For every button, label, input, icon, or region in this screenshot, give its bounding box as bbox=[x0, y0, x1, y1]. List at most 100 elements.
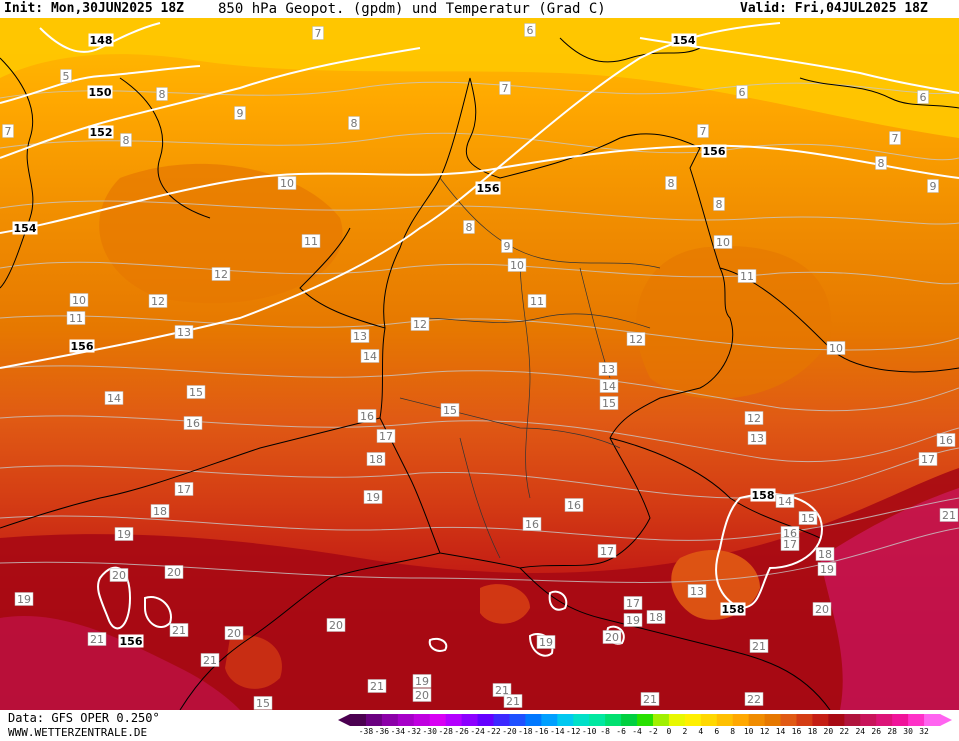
temperature-label: 21 bbox=[200, 653, 220, 667]
temperature-label: 17 bbox=[780, 537, 800, 551]
legend-tick-label: -18 bbox=[518, 727, 533, 736]
temperature-label: 8 bbox=[348, 116, 360, 130]
temperature-label: 21 bbox=[939, 508, 959, 522]
legend-swatch bbox=[684, 714, 702, 726]
temperature-label-text: 11 bbox=[69, 312, 83, 325]
temperature-label: 14 bbox=[104, 391, 124, 405]
temperature-label-text: 8 bbox=[466, 221, 473, 234]
legend-swatch bbox=[892, 714, 909, 726]
temperature-label-text: 15 bbox=[801, 512, 815, 525]
legend-tick-label: 4 bbox=[698, 727, 704, 736]
temperature-label: 6 bbox=[524, 23, 536, 37]
geopotential-label-text: 154 bbox=[673, 34, 696, 47]
valid-time: Valid: Fri,04JUL2025 18Z bbox=[740, 1, 928, 16]
temperature-label: 20 bbox=[224, 626, 244, 640]
temperature-label-text: 19 bbox=[366, 491, 380, 504]
temperature-label: 19 bbox=[623, 613, 643, 627]
temperature-label-text: 8 bbox=[123, 134, 130, 147]
legend-swatch bbox=[844, 714, 861, 726]
temperature-label: 13 bbox=[174, 325, 194, 339]
legend-swatch bbox=[924, 714, 941, 726]
geopotential-label: 158 bbox=[720, 602, 746, 616]
legend-tick-label: -10 bbox=[581, 727, 597, 736]
temperature-label-text: 7 bbox=[700, 125, 707, 138]
temperature-label: 8 bbox=[120, 133, 132, 147]
legend-swatch bbox=[796, 714, 813, 726]
temperature-label-text: 9 bbox=[930, 180, 937, 193]
temperature-label: 10 bbox=[826, 341, 846, 355]
init-time: Init: Mon,30JUN2025 18Z bbox=[4, 1, 185, 16]
temperature-label: 8 bbox=[713, 197, 725, 211]
legend-tick-label: -22 bbox=[486, 727, 501, 736]
temperature-label: 10 bbox=[507, 258, 527, 272]
temperature-label: 10 bbox=[277, 176, 297, 190]
geopotential-label-text: 150 bbox=[89, 86, 112, 99]
temperature-label: 8 bbox=[463, 220, 475, 234]
temperature-label: 7 bbox=[889, 131, 901, 145]
geopotential-label-text: 156 bbox=[120, 635, 143, 648]
temperature-label-text: 11 bbox=[530, 295, 544, 308]
temperature-label-text: 12 bbox=[413, 318, 427, 331]
legend-swatch bbox=[748, 714, 766, 726]
temperature-label: 5 bbox=[60, 69, 72, 83]
legend-tick-label: -24 bbox=[470, 727, 485, 736]
temperature-label: 17 bbox=[597, 544, 617, 558]
temperature-label: 14 bbox=[599, 379, 619, 393]
legend-swatch bbox=[350, 714, 367, 726]
temperature-label-text: 16 bbox=[783, 527, 797, 540]
temperature-label: 8 bbox=[156, 87, 168, 101]
temperature-label-text: 17 bbox=[626, 597, 640, 610]
legend-swatch bbox=[493, 714, 510, 726]
legend-tick-label: -38 bbox=[358, 727, 374, 736]
temperature-label: 17 bbox=[918, 452, 938, 466]
temperature-label: 18 bbox=[366, 452, 386, 466]
legend-tick-label: 20 bbox=[823, 727, 834, 736]
temperature-label: 16 bbox=[522, 517, 542, 531]
legend-tick-label: -28 bbox=[438, 727, 453, 736]
temperature-label-text: 17 bbox=[783, 538, 797, 551]
geopotential-label-text: 156 bbox=[71, 340, 94, 353]
temperature-label-text: 19 bbox=[820, 563, 834, 576]
temperature-label: 12 bbox=[744, 411, 764, 425]
temperature-label: 17 bbox=[623, 596, 643, 610]
temperature-label-text: 19 bbox=[17, 593, 31, 606]
temperature-label: 16 bbox=[183, 416, 203, 430]
legend-tick-label: 32 bbox=[919, 727, 929, 736]
temperature-label-text: 10 bbox=[72, 294, 86, 307]
map-title: 850 hPa Geopot. (gpdm) und Temperatur (G… bbox=[218, 1, 606, 17]
legend-swatch bbox=[908, 714, 925, 726]
temperature-label-text: 8 bbox=[351, 117, 358, 130]
legend-tick-label: -8 bbox=[600, 727, 610, 736]
legend-swatch bbox=[732, 714, 750, 726]
temperature-label: 11 bbox=[301, 234, 321, 248]
legend-swatch bbox=[812, 714, 829, 726]
legend-swatch bbox=[780, 714, 797, 726]
temperature-label-text: 7 bbox=[315, 27, 322, 40]
legend-tick-label: -14 bbox=[550, 727, 565, 736]
temperature-label-text: 17 bbox=[921, 453, 935, 466]
temperature-label-text: 14 bbox=[602, 380, 616, 393]
legend-swatch bbox=[365, 714, 383, 726]
website-link[interactable]: WWW.WETTERZENTRALE.DE bbox=[8, 726, 148, 739]
legend-tick-label: 12 bbox=[759, 727, 770, 736]
temperature-label: 14 bbox=[360, 349, 380, 363]
geopotential-label-text: 148 bbox=[90, 34, 113, 47]
legend-tick-label: -6 bbox=[616, 727, 626, 736]
temperature-label-text: 10 bbox=[716, 236, 730, 249]
legend-swatch bbox=[445, 714, 463, 726]
temperature-label-text: 16 bbox=[525, 518, 539, 531]
temperature-label: 20 bbox=[812, 602, 832, 616]
temperature-label: 17 bbox=[376, 429, 396, 443]
temperature-label: 12 bbox=[626, 332, 646, 346]
temperature-label: 15 bbox=[253, 696, 273, 710]
temperature-label-text: 20 bbox=[167, 566, 181, 579]
temperature-label-text: 21 bbox=[90, 633, 104, 646]
temperature-label: 11 bbox=[527, 294, 547, 308]
temperature-label: 21 bbox=[503, 694, 523, 708]
temperature-label-text: 13 bbox=[601, 363, 615, 376]
temperature-label-text: 16 bbox=[360, 410, 374, 423]
temperature-label-text: 14 bbox=[778, 495, 792, 508]
